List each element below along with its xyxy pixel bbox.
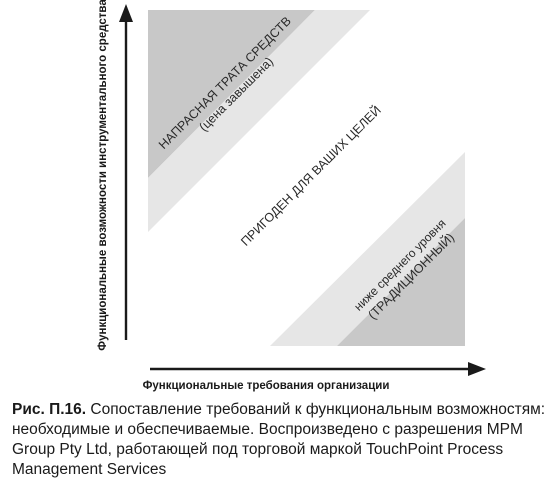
y-axis-label: Функциональные возможности инструменталь… xyxy=(97,0,109,351)
figure-caption-text: Сопоставление требований к функциональны… xyxy=(12,401,546,478)
quadrant-diagram: НАПРАСНАЯ ТРАТА СРЕДСТВ (цена завышена) … xyxy=(97,0,486,392)
figure-caption: Рис. П.16. Сопоставление требований к фу… xyxy=(12,400,552,480)
upper-light-band xyxy=(148,10,370,232)
lower-light-band xyxy=(270,152,465,346)
lower-dark-band xyxy=(337,218,465,346)
x-axis-arrow-icon xyxy=(468,362,486,376)
x-axis-label: Функциональные требования организации xyxy=(143,380,390,392)
figure-number: Рис. П.16. xyxy=(12,401,87,418)
y-axis-arrow-icon xyxy=(119,4,133,22)
